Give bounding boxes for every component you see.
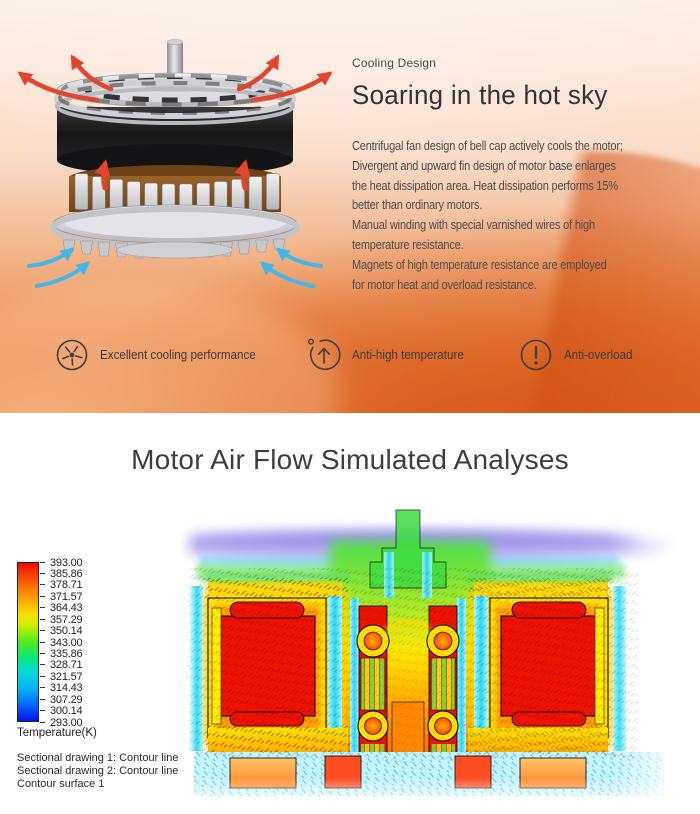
simulation-title: Motor Air Flow Simulated Analyses bbox=[131, 444, 569, 475]
caption-line: Sectional drawing 1: Contour line bbox=[17, 752, 179, 764]
hero-text-block: Cooling Design Soaring in the hot sky Ce… bbox=[352, 56, 697, 295]
hero-eyebrow: Cooling Design bbox=[352, 56, 437, 70]
legend-tick: 371.57 bbox=[40, 591, 83, 603]
legend-tick: 364.43 bbox=[40, 602, 83, 614]
caption-line: Contour surface 1 bbox=[17, 778, 105, 790]
exclamation-icon bbox=[520, 339, 552, 371]
temperature-rise-icon bbox=[308, 338, 341, 371]
legend-tick: 328.71 bbox=[40, 659, 83, 671]
paragraph-line: the heat dissipation area. Heat dissipat… bbox=[352, 178, 618, 193]
paragraph-line: Divergent and upward fin design of motor… bbox=[352, 158, 616, 173]
hot-air-up-arrows bbox=[94, 159, 251, 191]
temperature-colorbar bbox=[17, 562, 39, 722]
legend-tick: 343.00 bbox=[40, 637, 83, 649]
legend-tick: 314.43 bbox=[40, 682, 83, 694]
legend-tick: 385.86 bbox=[40, 568, 83, 580]
paragraph-line: temperature resistance. bbox=[352, 237, 464, 252]
legend-tick: 335.86 bbox=[40, 648, 83, 660]
feature-anti-overload: Anti-overload bbox=[518, 337, 638, 373]
feature-label: Anti-overload bbox=[564, 348, 633, 362]
fan-impeller-icon bbox=[56, 339, 88, 371]
cfd-vector-arrows-texture bbox=[188, 568, 638, 763]
cooling-design-hero-section: Cooling Design Soaring in the hot sky Ce… bbox=[0, 0, 700, 413]
legend-tick: 307.29 bbox=[40, 694, 83, 706]
legend-tick: 393.00 bbox=[40, 557, 83, 569]
feature-label: Anti-high temperature bbox=[352, 348, 464, 362]
cfd-left-fade bbox=[180, 506, 198, 806]
hot-air-out-arrows bbox=[17, 54, 333, 103]
simulation-captions: Sectional drawing 1: Contour line Sectio… bbox=[17, 752, 178, 791]
paragraph-line: for motor heat and overload resistance. bbox=[352, 277, 537, 292]
motor-bell-cap bbox=[54, 72, 296, 176]
feature-cooling-performance: Excellent cooling performance bbox=[54, 337, 267, 373]
feature-anti-high-temperature: Anti-high temperature bbox=[306, 337, 472, 373]
hero-title: Soaring in the hot sky bbox=[352, 80, 608, 110]
hero-paragraph: Centrifugal fan design of bell cap activ… bbox=[352, 137, 656, 295]
cfd-right-fade bbox=[610, 506, 700, 806]
legend-unit-label: Temperature(K) bbox=[17, 727, 97, 739]
legend-tick: 350.14 bbox=[40, 625, 83, 637]
legend-tick: 293.00 bbox=[40, 717, 83, 729]
paragraph-line: better than ordinary motors. bbox=[352, 198, 483, 213]
cool-air-in-arrows bbox=[27, 247, 323, 288]
motor-base bbox=[50, 204, 300, 259]
paragraph-line: Manual winding with special varnished wi… bbox=[352, 218, 595, 233]
legend-tick: 357.29 bbox=[40, 614, 83, 626]
paragraph-line: Magnets of high temperature resistance a… bbox=[352, 257, 607, 272]
legend-tick: 378.71 bbox=[40, 579, 83, 591]
feature-label: Excellent cooling performance bbox=[100, 348, 256, 362]
legend-tick: 321.57 bbox=[40, 671, 83, 683]
paragraph-line: Centrifugal fan design of bell cap activ… bbox=[352, 139, 623, 153]
simulation-section: Motor Air Flow Simulated Analyses 393.00… bbox=[0, 413, 700, 814]
caption-line: Sectional drawing 2: Contour line bbox=[17, 765, 179, 777]
cfd-thermal-contour-figure bbox=[180, 506, 700, 806]
motor-exploded-illustration bbox=[17, 39, 333, 288]
legend-tick: 300.14 bbox=[40, 705, 83, 717]
